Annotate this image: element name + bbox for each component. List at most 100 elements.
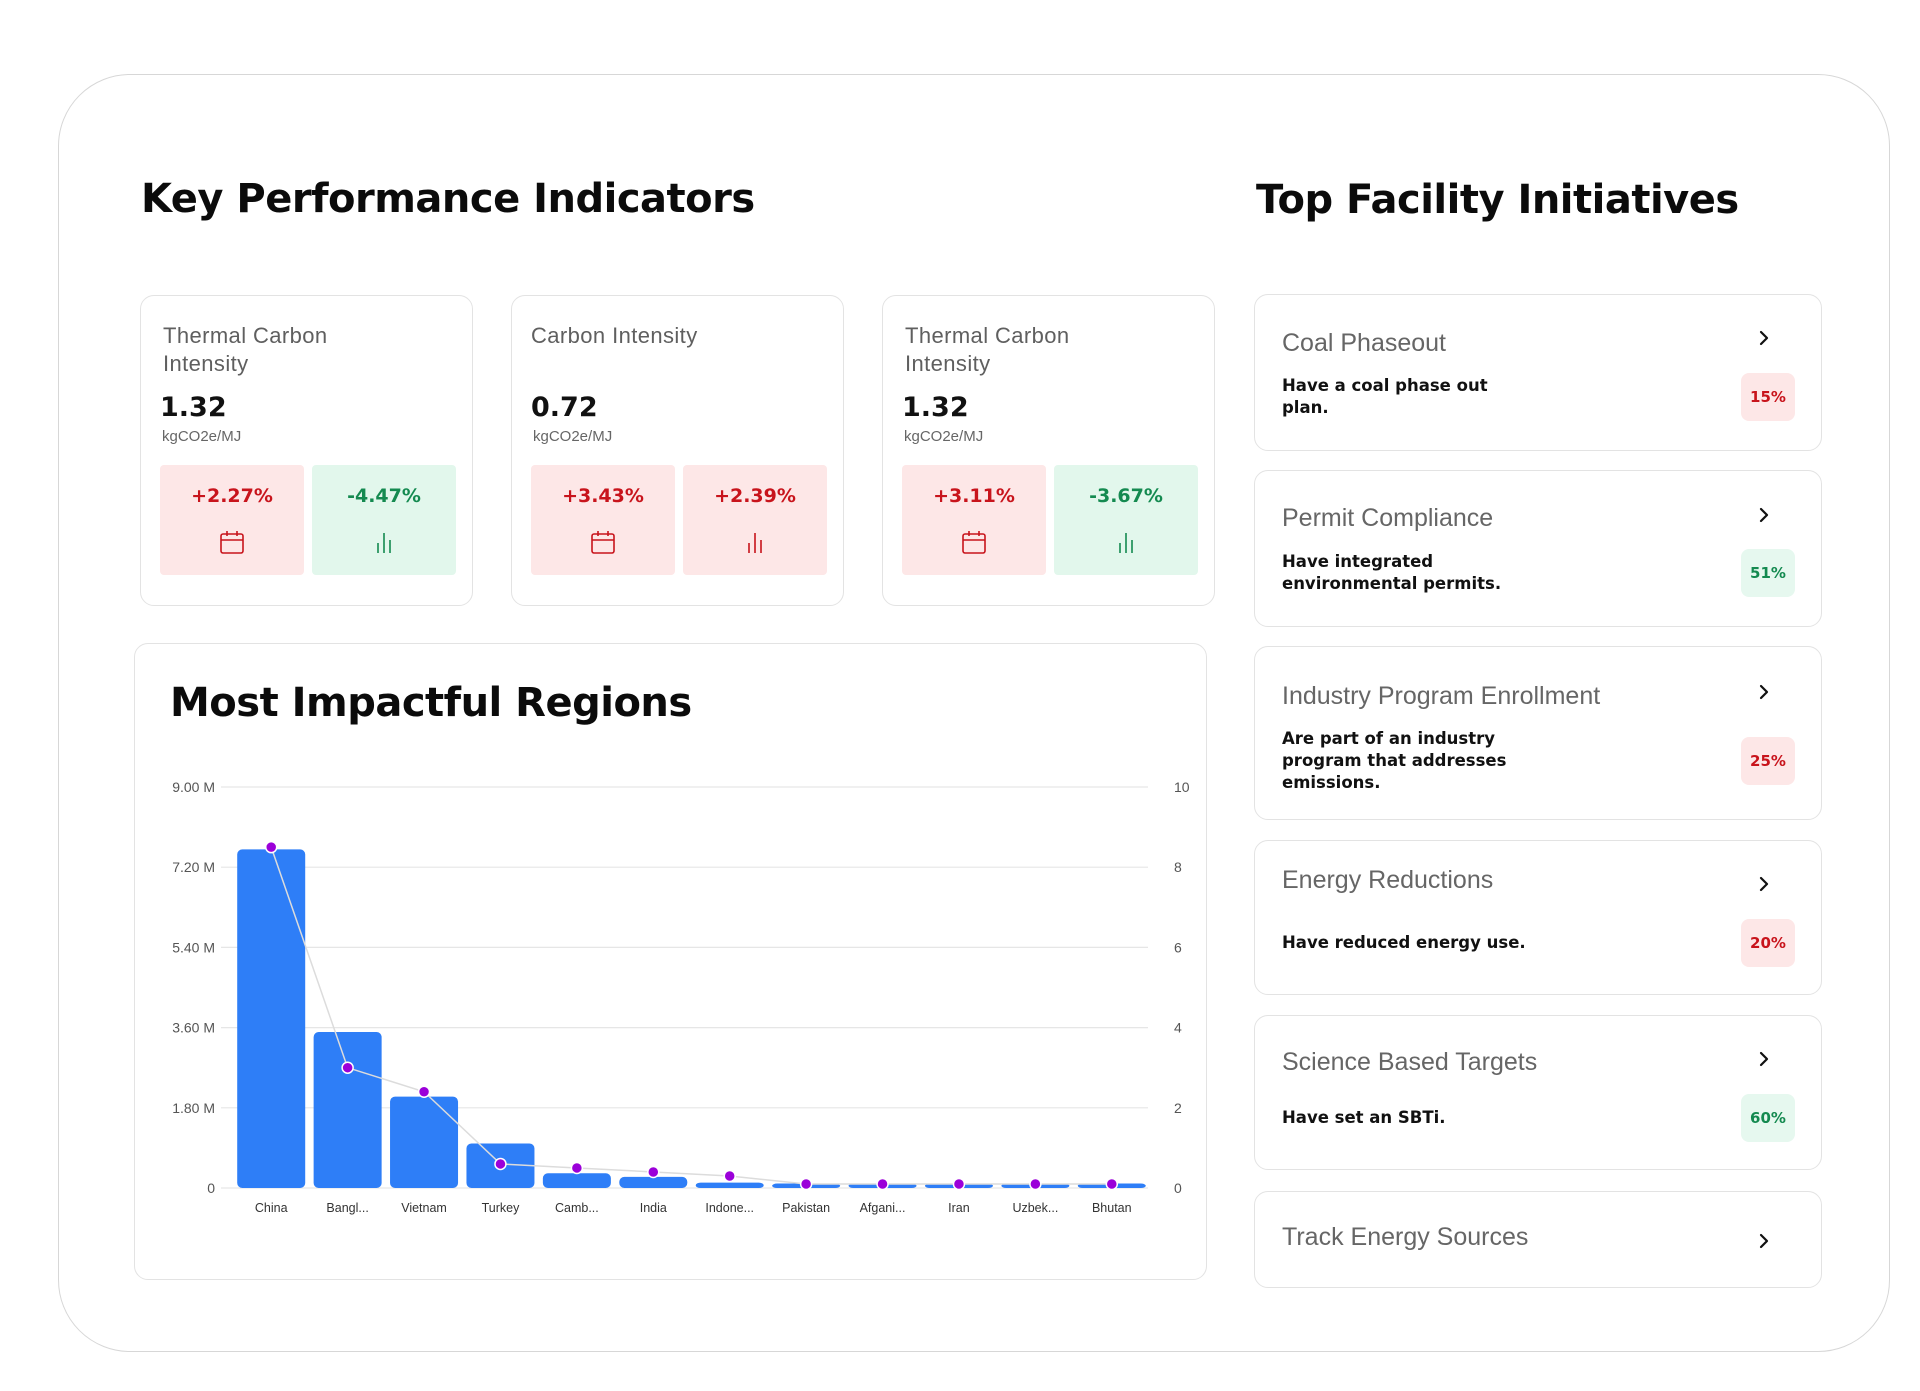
initiative-card-track-energy-sources[interactable]: Track Energy Sources <box>1254 1191 1822 1288</box>
y-axis-right-tick-label: 0 <box>1174 1180 1182 1196</box>
chart-point <box>341 1061 354 1074</box>
initiative-card-energy-reductions[interactable]: Energy Reductions Have reduced energy us… <box>1254 840 1822 995</box>
initiative-card-industry-program-enrollment[interactable]: Industry Program Enrollment Are part of … <box>1254 646 1822 820</box>
initiative-description: Have reduced energy use. <box>1282 933 1526 952</box>
bar-chart-icon <box>377 533 391 553</box>
initiative-card-science-based-targets[interactable]: Science Based Targets Have set an SBTi. … <box>1254 1015 1822 1170</box>
kpi-card-unit: kgCO2e/MJ <box>533 428 613 445</box>
bar-chart-icon <box>748 533 762 553</box>
chart-bar <box>390 1096 459 1188</box>
x-axis-tick-label: Uzbek... <box>1012 1201 1058 1215</box>
kpi-card-value: 0.72 <box>531 392 598 423</box>
x-axis-tick-label: Bangl... <box>326 1201 368 1215</box>
kpi-card-title: Carbon Intensity <box>531 323 698 348</box>
kpi-change-value: +3.11% <box>933 485 1015 507</box>
kpi-change-period-chip[interactable]: +3.43% <box>531 465 675 575</box>
x-axis-tick-label: Iran <box>948 1201 970 1215</box>
initiative-card-coal-phaseout[interactable]: Coal Phaseout Have a coal phase out plan… <box>1254 294 1822 451</box>
initiative-description: Have a coal phase out plan. <box>1282 376 1488 417</box>
kpi-heading: Key Performance Indicators <box>141 176 755 222</box>
kpi-change-period-chip[interactable]: +3.11% <box>902 465 1046 575</box>
kpi-change-value: -3.67% <box>1089 485 1163 507</box>
chevron-right-icon[interactable] <box>1755 875 1773 893</box>
chart-bar <box>542 1173 611 1188</box>
initiative-percent-badge: 51% <box>1741 549 1795 597</box>
y-axis-right-tick-label: 8 <box>1174 859 1182 875</box>
kpi-change-value: +2.27% <box>191 485 273 507</box>
calendar-icon <box>962 531 986 554</box>
initiative-description: Have integrated environmental permits. <box>1282 552 1502 593</box>
initiative-percent-badge: 20% <box>1741 919 1795 967</box>
chart-point <box>417 1085 431 1099</box>
initiative-percent-badge: 60% <box>1741 1094 1795 1142</box>
initiative-title: Coal Phaseout <box>1282 329 1447 357</box>
y-axis-right-tick-label: 6 <box>1174 939 1182 955</box>
regions-heading: Most Impactful Regions <box>170 680 692 726</box>
chevron-right-icon[interactable] <box>1755 329 1773 347</box>
chart-bar <box>619 1176 688 1188</box>
initiative-title: Track Energy Sources <box>1282 1223 1529 1251</box>
chevron-right-icon[interactable] <box>1755 683 1773 701</box>
chart-point <box>647 1165 660 1179</box>
chart-point <box>570 1161 584 1175</box>
kpi-card-value: 1.32 <box>160 392 227 423</box>
initiative-title: Energy Reductions <box>1282 866 1494 894</box>
initiative-card-permit-compliance[interactable]: Permit Compliance Have integrated enviro… <box>1254 470 1822 627</box>
x-axis-tick-label: Vietnam <box>401 1201 447 1215</box>
chevron-right-icon[interactable] <box>1755 1232 1773 1250</box>
calendar-icon <box>220 531 244 554</box>
kpi-change-period-chip[interactable]: +2.27% <box>160 465 304 575</box>
chart-point <box>799 1177 813 1191</box>
kpi-card-value: 1.32 <box>902 392 969 423</box>
kpi-card-unit: kgCO2e/MJ <box>904 428 984 445</box>
kpi-card-thermal-carbon-intensity-2[interactable]: Thermal Carbon Intensity 1.32 kgCO2e/MJ … <box>882 295 1215 606</box>
initiative-percent-badge: 15% <box>1741 373 1795 421</box>
x-axis-tick-label: Camb... <box>555 1201 599 1215</box>
x-axis-tick-label: Indone... <box>705 1201 754 1215</box>
initiatives-heading: Top Facility Initiatives <box>1256 177 1739 223</box>
chart-bar <box>313 1032 382 1188</box>
kpi-card-unit: kgCO2e/MJ <box>162 428 242 445</box>
chart-point <box>1105 1177 1119 1191</box>
kpi-change-benchmark-chip[interactable]: -3.67% <box>1054 465 1198 575</box>
initiative-title: Industry Program Enrollment <box>1282 682 1601 710</box>
kpi-change-benchmark-chip[interactable]: +2.39% <box>683 465 827 575</box>
initiative-percent-badge: 25% <box>1741 737 1795 785</box>
kpi-change-benchmark-chip[interactable]: -4.47% <box>312 465 456 575</box>
regions-chart-panel: Most Impactful Regions 0 0 1.80 M 2 3.60 M 4 5… <box>134 643 1207 1280</box>
y-axis-left-tick-label: 9.00 M <box>172 779 215 795</box>
chart-point <box>1029 1177 1042 1191</box>
bar-chart-icon <box>1119 533 1133 553</box>
kpi-card-title: Thermal Carbon Intensity <box>905 323 1070 376</box>
chart-bar <box>695 1182 764 1188</box>
y-axis-right-tick-label: 4 <box>1174 1020 1182 1036</box>
x-axis-tick-label: Bhutan <box>1092 1201 1132 1215</box>
kpi-change-value: +3.43% <box>562 485 644 507</box>
y-axis-left-tick-label: 3.60 M <box>172 1020 215 1036</box>
regions-combo-chart: 0 0 1.80 M 2 3.60 M 4 5.40 M 6 7.20 M 8 9.00 M 10 Ch… <box>172 779 1190 1215</box>
x-axis-tick-label: Turkey <box>482 1201 520 1215</box>
x-axis-tick-label: Pakistan <box>782 1201 830 1215</box>
x-axis-tick-label: India <box>640 1201 667 1215</box>
chart-point <box>264 840 278 854</box>
x-axis-tick-label: Afgani... <box>860 1201 906 1215</box>
chevron-right-icon[interactable] <box>1755 1050 1773 1068</box>
kpi-card-thermal-carbon-intensity[interactable]: Thermal Carbon Intensity 1.32 kgCO2e/MJ … <box>140 295 473 606</box>
y-axis-left-tick-label: 1.80 M <box>172 1100 215 1116</box>
initiative-title: Science Based Targets <box>1282 1048 1538 1076</box>
kpi-card-title: Thermal Carbon Intensity <box>163 323 328 376</box>
initiative-title: Permit Compliance <box>1282 504 1494 532</box>
initiative-description: Are part of an industry program that add… <box>1282 729 1507 792</box>
kpi-change-value: -4.47% <box>347 485 421 507</box>
y-axis-left-tick-label: 5.40 M <box>172 939 215 955</box>
chevron-right-icon[interactable] <box>1755 506 1773 524</box>
chart-point <box>876 1177 889 1191</box>
calendar-icon <box>591 531 615 554</box>
chart-point <box>952 1177 966 1191</box>
chart-point <box>494 1157 507 1171</box>
chart-series-line <box>270 846 1112 1185</box>
y-axis-right-tick-label: 10 <box>1174 779 1190 795</box>
kpi-card-carbon-intensity[interactable]: Carbon Intensity 0.72 kgCO2e/MJ +3.43% +… <box>511 295 844 606</box>
y-axis-right-tick-label: 2 <box>1174 1100 1182 1116</box>
chart-bar <box>237 849 306 1188</box>
